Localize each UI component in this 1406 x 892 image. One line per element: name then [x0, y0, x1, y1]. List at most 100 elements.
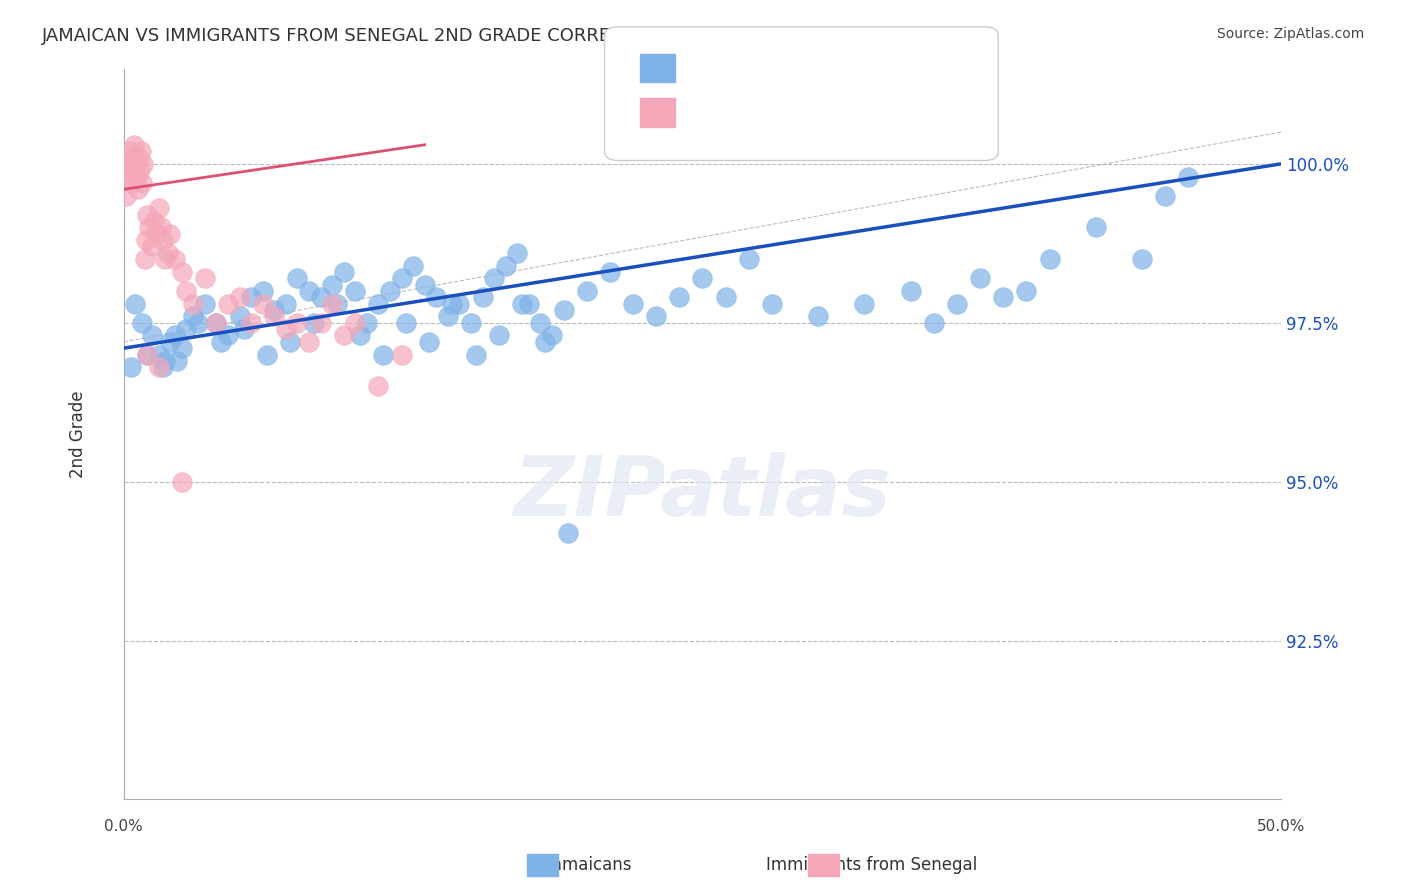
Point — [534, 334, 557, 349]
Point — [127, 182, 149, 196]
Point — [205, 316, 228, 330]
Point — [321, 277, 343, 292]
Point — [118, 144, 141, 158]
Point — [737, 252, 759, 267]
Point — [135, 233, 157, 247]
Point — [163, 252, 186, 267]
Point — [148, 360, 170, 375]
Point — [464, 347, 486, 361]
Point — [263, 303, 285, 318]
Point — [506, 245, 529, 260]
Point — [120, 360, 142, 375]
Point — [946, 296, 969, 310]
Text: JAMAICAN VS IMMIGRANTS FROM SENEGAL 2ND GRADE CORRELATION CHART: JAMAICAN VS IMMIGRANTS FROM SENEGAL 2ND … — [42, 27, 744, 45]
Point — [714, 290, 737, 304]
Point — [437, 310, 460, 324]
Text: R = 0.404   N = 85: R = 0.404 N = 85 — [640, 58, 844, 76]
Point — [131, 316, 153, 330]
Point — [170, 265, 193, 279]
Point — [344, 316, 367, 330]
Point — [240, 316, 263, 330]
Point — [187, 316, 209, 330]
Point — [194, 271, 217, 285]
Point — [252, 284, 274, 298]
Point — [326, 296, 349, 310]
Point — [176, 322, 198, 336]
Point — [132, 157, 155, 171]
Point — [529, 316, 551, 330]
Point — [287, 271, 309, 285]
Point — [159, 227, 181, 241]
Point — [418, 334, 440, 349]
Point — [274, 296, 297, 310]
Text: Jamaicans: Jamaicans — [548, 856, 633, 874]
Point — [155, 354, 177, 368]
Point — [120, 176, 142, 190]
Point — [378, 284, 401, 298]
Point — [136, 347, 159, 361]
Point — [163, 328, 186, 343]
Point — [217, 296, 239, 310]
Point — [510, 296, 533, 310]
Point — [148, 347, 170, 361]
Point — [134, 252, 156, 267]
Point — [1084, 220, 1107, 235]
Point — [557, 525, 579, 540]
Point — [367, 379, 389, 393]
Point — [371, 347, 394, 361]
Point — [176, 284, 198, 298]
Point — [252, 296, 274, 310]
Point — [349, 328, 371, 343]
Point — [280, 334, 302, 349]
Point — [302, 316, 325, 330]
Point — [332, 265, 354, 279]
Point — [413, 277, 436, 292]
Point — [170, 475, 193, 489]
Point — [170, 341, 193, 355]
Point — [142, 214, 165, 228]
Point — [645, 310, 668, 324]
Point — [131, 176, 153, 190]
Point — [471, 290, 494, 304]
Point — [460, 316, 482, 330]
Point — [553, 303, 575, 318]
Point — [152, 233, 174, 247]
Point — [517, 296, 540, 310]
Point — [367, 296, 389, 310]
Point — [159, 334, 181, 349]
Point — [228, 310, 250, 324]
Point — [181, 310, 204, 324]
Point — [181, 296, 204, 310]
Point — [391, 347, 413, 361]
Point — [321, 296, 343, 310]
Text: ZIPatlas: ZIPatlas — [513, 452, 891, 533]
Point — [969, 271, 991, 285]
Point — [309, 316, 332, 330]
Point — [761, 296, 783, 310]
Point — [166, 354, 188, 368]
Point — [141, 239, 163, 253]
Point — [117, 169, 139, 184]
Point — [115, 188, 138, 202]
Point — [121, 151, 143, 165]
Point — [575, 284, 598, 298]
Point — [152, 360, 174, 375]
Point — [136, 347, 159, 361]
Point — [287, 316, 309, 330]
Point — [148, 202, 170, 216]
Point — [128, 151, 150, 165]
Point — [233, 322, 256, 336]
Point — [668, 290, 690, 304]
Point — [402, 259, 425, 273]
Point — [332, 328, 354, 343]
Point — [807, 310, 830, 324]
Point — [125, 169, 148, 184]
Point — [1130, 252, 1153, 267]
Point — [122, 137, 145, 152]
Point — [395, 316, 418, 330]
Point — [441, 296, 464, 310]
Point — [599, 265, 621, 279]
Point — [621, 296, 644, 310]
Point — [391, 271, 413, 285]
Point — [129, 163, 152, 178]
